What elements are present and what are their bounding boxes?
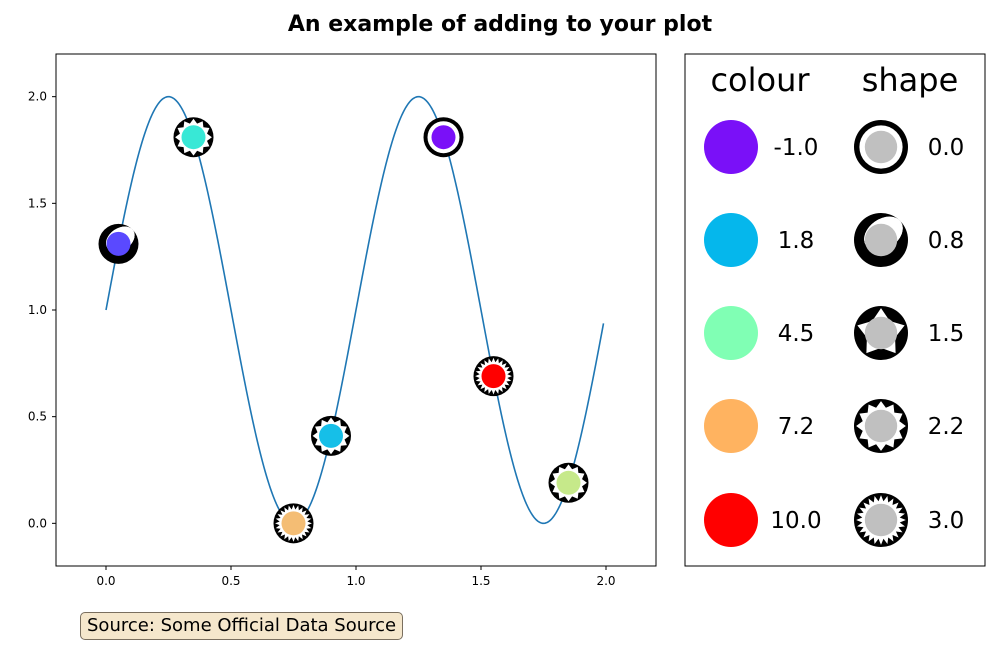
legend-shape-swatch [854, 493, 908, 547]
legend-colour-swatch [704, 399, 758, 453]
x-tick-label: 1.5 [471, 574, 490, 588]
y-tick-label: 0.5 [28, 410, 47, 424]
marker-fill [864, 223, 898, 257]
data-point-3 [273, 503, 314, 544]
source-annotation: Source: Some Official Data Source [80, 612, 404, 640]
legend-colour-label: -1.0 [774, 135, 819, 161]
legend-colour-swatch [704, 120, 758, 174]
x-tick-label: 1.0 [346, 574, 365, 588]
legend-colour-label: 4.5 [778, 321, 815, 347]
marker-fill [106, 231, 131, 256]
legend-shape-swatch [854, 306, 908, 360]
legend-colour-swatch [704, 306, 758, 360]
x-tick-label: 0.5 [221, 574, 240, 588]
marker-fill [864, 316, 898, 350]
plot-area: 0.0 0.5 1.0 1.5 2.0 0.0 0.5 1.0 1.5 2.0 [28, 53, 657, 588]
data-point-5 [423, 117, 464, 158]
marker-fill [181, 125, 206, 150]
data-point-4 [311, 415, 351, 456]
marker-fill [556, 470, 581, 495]
legend-shape-title: shape [862, 61, 959, 99]
legend-shape-label: 0.0 [928, 135, 965, 161]
legend-shape-swatch [854, 399, 908, 453]
legend-shape-label: 1.5 [928, 321, 965, 347]
legend-colour-label: 7.2 [778, 414, 815, 440]
marker-fill [281, 511, 306, 536]
data-point-6 [473, 356, 514, 397]
marker-fill [864, 409, 898, 443]
data-point-7 [548, 462, 589, 503]
legend-colour-swatch [704, 213, 758, 267]
y-tick-label: 1.0 [28, 303, 47, 317]
legend-shape-label: 0.8 [928, 228, 965, 254]
data-point-2 [173, 117, 214, 158]
legend-shape-label: 2.2 [928, 414, 965, 440]
x-tick-label: 2.0 [596, 574, 615, 588]
data-point-1 [98, 223, 139, 264]
legend-colour-swatch [704, 493, 758, 547]
marker-fill [319, 423, 343, 448]
chart-title: An example of adding to your plot [288, 12, 713, 37]
y-tick-label: 0.0 [28, 516, 47, 530]
legend: colour shape -1.0 1.8 4.5 7.2 10.0 0.0 0.8 1.5 2.2… [684, 53, 986, 567]
marker-fill [864, 503, 898, 537]
legend-shape-swatch [854, 120, 908, 174]
marker-fill [864, 130, 898, 164]
legend-colour-label: 1.8 [778, 228, 815, 254]
marker-fill [431, 125, 456, 150]
x-tick-label: 0.0 [96, 574, 115, 588]
y-tick-label: 1.5 [28, 196, 47, 210]
legend-shape-swatch [854, 213, 908, 267]
marker-fill [481, 364, 506, 389]
legend-colour-label: 10.0 [770, 508, 821, 534]
y-tick-label: 2.0 [28, 90, 47, 104]
legend-colour-title: colour [710, 61, 810, 99]
legend-shape-label: 3.0 [928, 508, 965, 534]
